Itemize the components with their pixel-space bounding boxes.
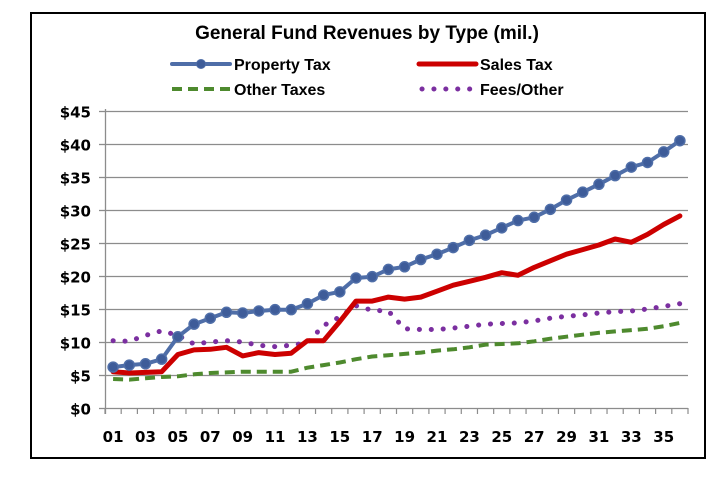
- x-tick-label: 27: [524, 428, 545, 446]
- legend-item-property-tax: Property Tax: [170, 57, 331, 74]
- legend-label-sales-tax: Sales Tax: [480, 57, 553, 74]
- x-tick-label: 09: [232, 428, 253, 446]
- data-point-property-tax: [657, 146, 670, 158]
- x-tick-label: 23: [459, 428, 480, 446]
- x-tick-label: 21: [427, 428, 448, 446]
- data-point-property-tax: [236, 307, 249, 319]
- legend-item-sales-tax: Sales Tax: [416, 57, 553, 74]
- x-tick-label: 29: [556, 428, 577, 446]
- data-point-property-tax: [366, 270, 378, 283]
- y-tick-label: $20: [60, 269, 91, 287]
- data-point-property-tax: [576, 186, 589, 198]
- legend-marker-property-tax: [196, 59, 206, 69]
- axes: [99, 109, 689, 414]
- x-tick-label: 19: [394, 428, 415, 446]
- legend-item-fees-other: Fees/Other: [419, 82, 564, 99]
- y-tick-label: $25: [60, 236, 91, 254]
- data-point-property-tax: [431, 248, 443, 260]
- data-point-property-tax: [269, 303, 281, 316]
- x-axis-tick-labels: 01 03 05 07 09 11 13 15 17 19 21 23 25 27 29 31 33 35: [103, 428, 674, 446]
- x-tick-label: 13: [297, 428, 318, 446]
- data-point-property-tax: [317, 289, 330, 301]
- series-group: [107, 134, 686, 382]
- data-point-property-tax: [415, 253, 427, 266]
- y-tick-label: $10: [60, 335, 91, 353]
- y-tick-label: $15: [60, 302, 91, 320]
- data-point-property-tax: [220, 306, 233, 319]
- data-point-property-tax: [544, 203, 557, 216]
- data-point-property-tax: [560, 194, 573, 206]
- y-tick-label: $5: [70, 368, 91, 386]
- y-tick-label: $45: [60, 104, 91, 122]
- data-point-property-tax: [398, 261, 411, 273]
- data-point-property-tax: [512, 214, 524, 227]
- y-tick-label: $40: [60, 137, 91, 155]
- data-point-property-tax: [285, 303, 297, 316]
- chart-title: General Fund Revenues by Type (mil.): [195, 23, 539, 44]
- data-point-property-tax: [496, 222, 508, 234]
- legend-label-other-taxes: Other Taxes: [234, 82, 325, 99]
- x-tick-label: 01: [103, 428, 124, 446]
- data-point-property-tax: [609, 169, 621, 182]
- legend-label-property-tax: Property Tax: [234, 57, 331, 74]
- x-tick-label: 35: [653, 428, 674, 446]
- data-point-property-tax: [253, 305, 265, 317]
- data-point-property-tax: [382, 263, 395, 276]
- y-tick-label: $30: [60, 203, 91, 221]
- x-tick-label: 31: [588, 428, 609, 446]
- data-point-property-tax: [625, 161, 638, 173]
- x-tick-label: 25: [491, 428, 512, 446]
- x-tick-label: 11: [265, 428, 286, 446]
- legend: Property Tax Sales Tax Other Taxes Fees/Oth…: [170, 57, 564, 99]
- y-tick-label: $35: [60, 170, 91, 188]
- data-point-property-tax: [204, 312, 217, 324]
- series-property-tax: [107, 134, 686, 373]
- data-point-property-tax: [447, 241, 459, 254]
- data-point-property-tax: [641, 156, 654, 169]
- legend-item-other-taxes: Other Taxes: [172, 82, 325, 99]
- data-point-property-tax: [334, 286, 346, 298]
- legend-label-fees-other: Fees/Other: [480, 82, 564, 99]
- data-point-property-tax: [172, 330, 184, 343]
- data-point-property-tax: [139, 358, 152, 370]
- x-tick-label: 05: [167, 428, 188, 446]
- y-tick-label: $0: [70, 401, 91, 419]
- chart-frame: [30, 12, 706, 459]
- x-tick-label: 33: [621, 428, 642, 446]
- data-point-property-tax: [155, 353, 168, 365]
- y-axis-tick-labels: $0 $5 $10 $15 $20 $25 $30 $35 $40 $45: [60, 104, 91, 419]
- data-point-property-tax: [188, 318, 200, 330]
- data-point-property-tax: [593, 178, 605, 191]
- series-sales-tax: [110, 213, 683, 376]
- x-tick-label: 15: [329, 428, 350, 446]
- data-point-property-tax: [350, 272, 362, 284]
- data-point-property-tax: [107, 361, 119, 373]
- data-point-property-tax: [123, 359, 136, 371]
- data-point-property-tax: [301, 297, 314, 310]
- series-line-sales-tax: [110, 213, 683, 376]
- x-tick-label: 07: [200, 428, 221, 446]
- data-point-property-tax: [528, 211, 540, 224]
- x-tick-label: 03: [135, 428, 156, 446]
- data-point-property-tax: [463, 234, 476, 247]
- x-tick-label: 17: [362, 428, 383, 446]
- series-line-fees-other: [110, 301, 683, 350]
- data-point-property-tax: [479, 229, 492, 241]
- data-point-property-tax: [674, 134, 686, 147]
- series-fees-other: [110, 301, 683, 350]
